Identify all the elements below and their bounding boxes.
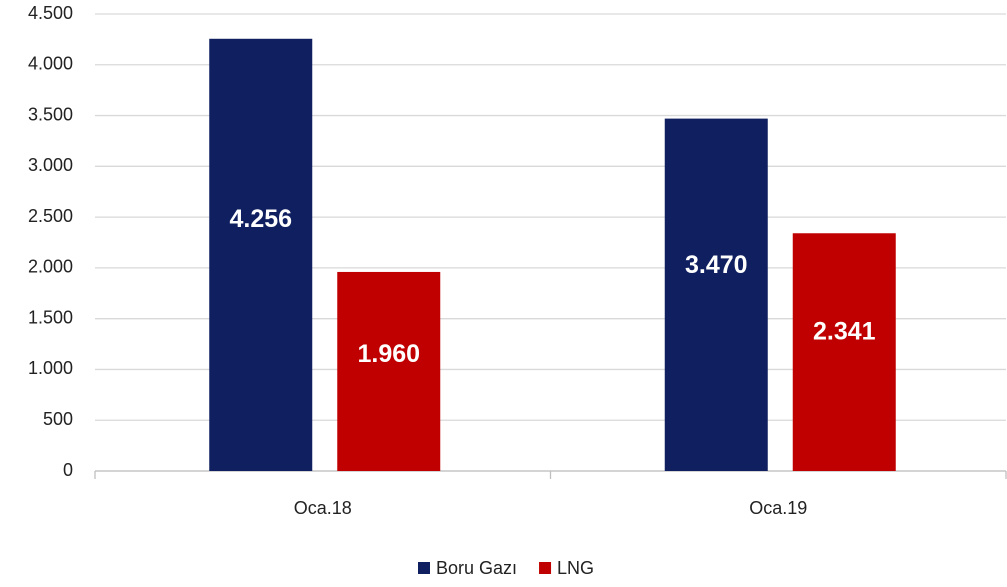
- y-tick-label: 1.000: [28, 358, 73, 378]
- y-tick-label: 3.500: [28, 104, 73, 124]
- bar: [792, 233, 896, 471]
- legend-swatch: [418, 562, 430, 574]
- legend-label: LNG: [557, 558, 594, 578]
- y-tick-label: 2.500: [28, 206, 73, 226]
- y-tick-label: 4.500: [28, 3, 73, 23]
- bar: [337, 271, 441, 471]
- y-tick-label: 3.000: [28, 155, 73, 175]
- x-tick-label: Oca.18: [294, 498, 352, 518]
- y-tick-label: 500: [43, 409, 73, 429]
- y-tick-label: 4.000: [28, 54, 73, 74]
- value-label: 4.256: [229, 205, 292, 233]
- y-tick-label: 1.500: [28, 307, 73, 327]
- bar: [209, 38, 313, 472]
- y-tick-label: 2.000: [28, 257, 73, 277]
- value-label: 2.341: [813, 318, 876, 346]
- x-tick-label: Oca.19: [749, 498, 807, 518]
- y-tick-label: 0: [63, 460, 73, 480]
- value-label: 3.470: [685, 251, 748, 279]
- bar: [664, 118, 768, 471]
- legend-label: Boru Gazı: [436, 558, 517, 578]
- value-label: 1.960: [357, 340, 420, 368]
- legend-swatch: [539, 562, 552, 574]
